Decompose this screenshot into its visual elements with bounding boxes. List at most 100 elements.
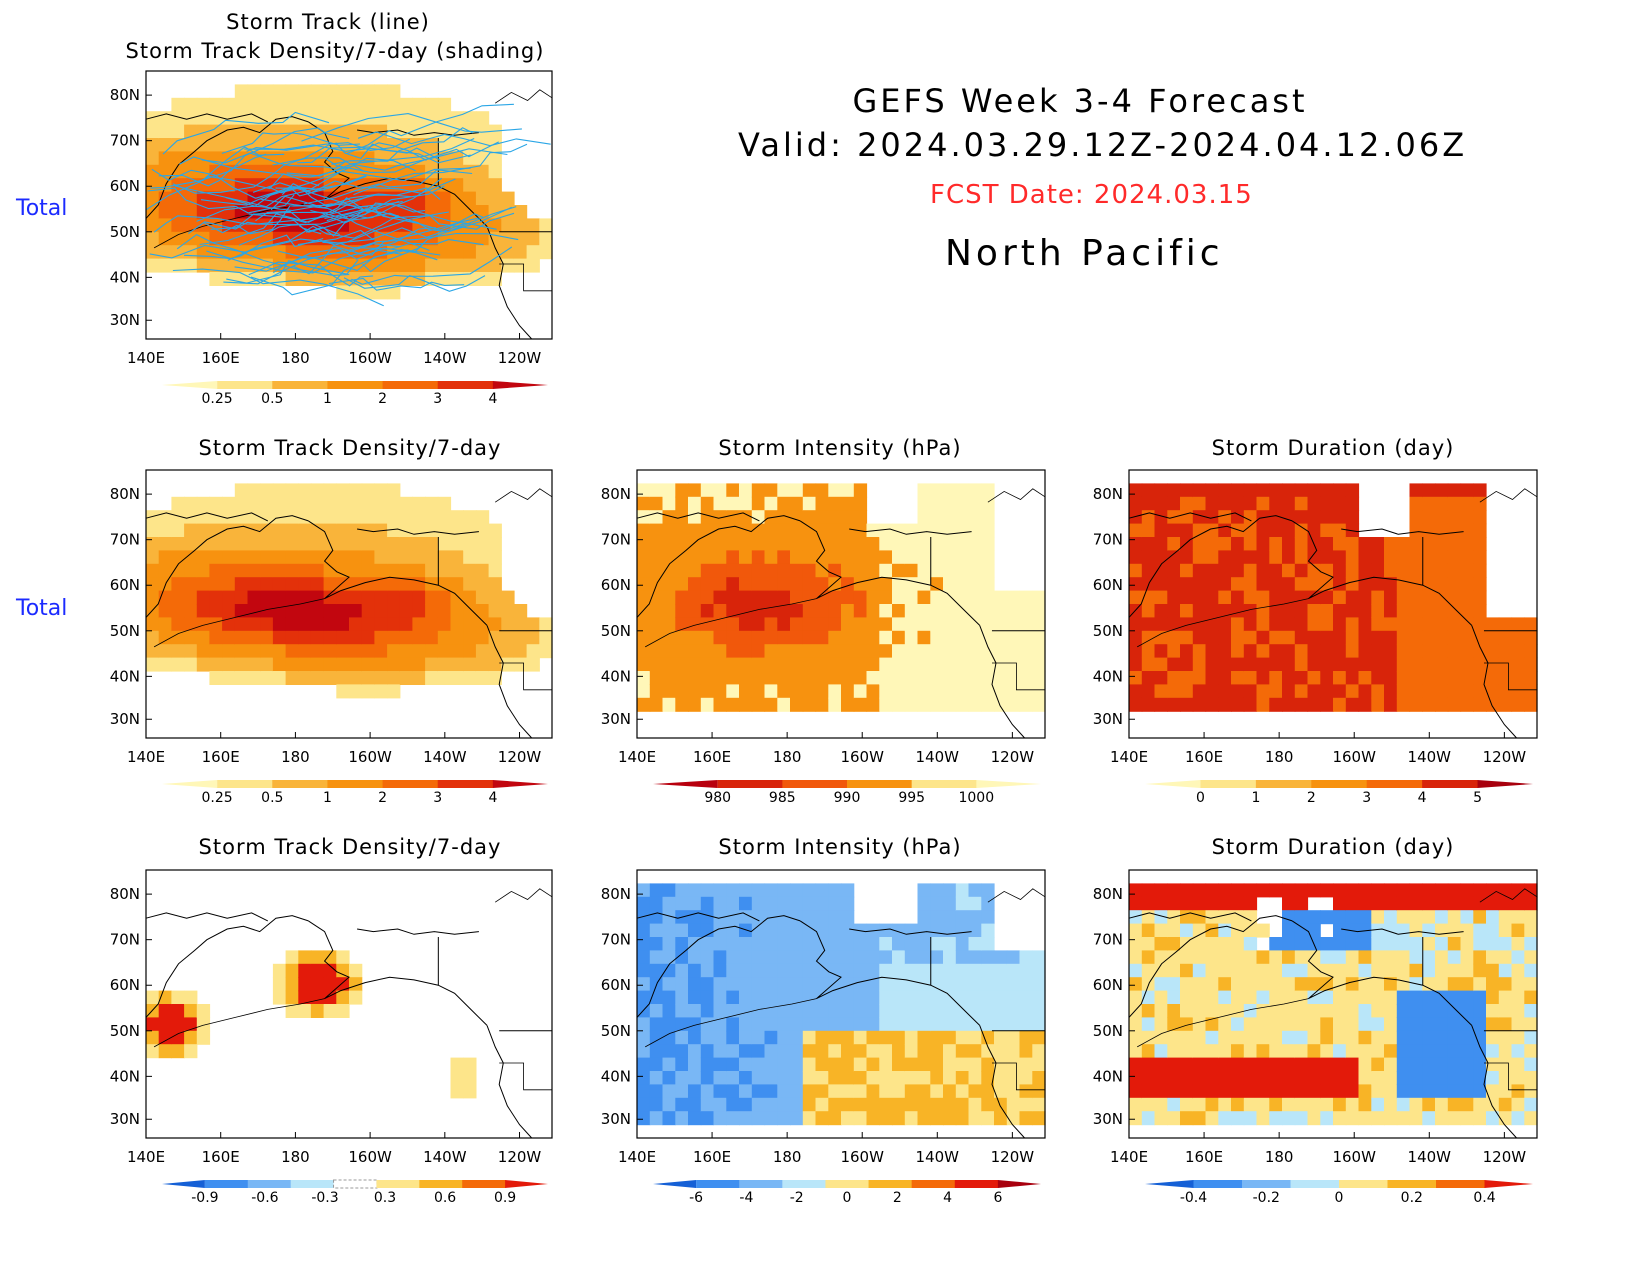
grid-cell <box>158 510 172 525</box>
grid-cell <box>751 537 766 551</box>
grid-cell <box>994 1097 1008 1112</box>
grid-cell <box>841 1004 855 1018</box>
grid-cell <box>1032 1004 1046 1018</box>
grid-cell <box>1282 537 1296 551</box>
grid-cell <box>209 523 223 538</box>
grid-cell <box>1180 523 1194 538</box>
colorbar-label: 0.5 <box>261 391 283 407</box>
lon-tick-label: 180 <box>773 1148 802 1166</box>
colorbar-segment <box>290 1180 335 1188</box>
grid-cell <box>802 537 817 551</box>
grid-cell <box>1231 590 1245 605</box>
grid-cell <box>146 218 160 233</box>
colorbar-segment <box>247 1180 292 1188</box>
grid-cell <box>1435 963 1449 978</box>
grid-cell <box>374 630 388 645</box>
grid-cell <box>930 1017 944 1032</box>
panel3-title: Storm Intensity (hPa) <box>718 436 962 460</box>
grid-cell <box>1345 963 1360 978</box>
grid-cell <box>374 657 388 672</box>
grid-cell <box>815 657 829 672</box>
grid-cell <box>853 1044 868 1059</box>
grid-cell <box>1486 1030 1500 1045</box>
grid-cell <box>726 950 740 965</box>
grid-cell <box>1511 883 1525 898</box>
grid-cell <box>1498 630 1513 645</box>
grid-cell <box>1167 1111 1181 1126</box>
grid-cell <box>802 963 817 978</box>
grid-cell <box>463 630 477 645</box>
grid-cell <box>777 883 791 898</box>
grid-cell <box>700 671 715 685</box>
grid-cell <box>930 1071 944 1085</box>
grid-cell <box>234 644 249 659</box>
storm-track-line <box>343 274 486 292</box>
grid-cell <box>1256 496 1270 511</box>
grid-cell <box>1409 617 1423 632</box>
grid-cell <box>539 231 553 246</box>
grid-cell <box>1384 630 1398 645</box>
grid-cell <box>1032 963 1046 978</box>
grid-cell <box>260 111 274 126</box>
grid-cell <box>1269 496 1283 511</box>
grid-cell <box>1333 896 1347 911</box>
grid-cell <box>777 937 791 951</box>
colorbar-end <box>505 1180 548 1188</box>
grid-cell <box>1205 910 1219 925</box>
grid-cell <box>751 510 766 525</box>
grid-cell <box>285 550 299 565</box>
grid-cell <box>1282 1084 1296 1099</box>
aleutian-islands <box>645 598 817 648</box>
grid-cell <box>1396 1044 1411 1059</box>
grid-cell <box>1192 977 1207 992</box>
grid-cell <box>981 563 995 578</box>
grid-cell <box>1384 590 1398 605</box>
grid-cell <box>1180 910 1194 925</box>
grid-cell <box>866 590 880 605</box>
grid-cell <box>904 630 919 645</box>
state-borders <box>992 1062 1045 1091</box>
grid-cell <box>450 258 464 273</box>
grid-cell <box>1511 990 1525 1005</box>
grid-cell <box>662 496 676 511</box>
grid-cell <box>387 590 401 605</box>
grid-cell <box>1269 977 1283 992</box>
grid-cell <box>879 1017 893 1032</box>
grid-cell <box>726 1004 740 1018</box>
grid-cell <box>1473 684 1487 699</box>
grid-cell <box>1473 630 1487 645</box>
grid-cell <box>853 604 868 618</box>
grid-cell <box>234 523 249 538</box>
grid-cell <box>777 550 791 565</box>
grid-cell <box>1320 950 1334 965</box>
grid-cell <box>1396 604 1411 618</box>
grid-cell <box>1422 937 1436 951</box>
grid-cell <box>955 1030 970 1045</box>
grid-cell <box>675 977 689 992</box>
grid-cell <box>688 697 702 712</box>
grid-cell <box>374 577 388 592</box>
grid-cell <box>463 523 477 538</box>
grid-cell <box>1447 950 1462 965</box>
grid-cell <box>1032 1044 1046 1059</box>
grid-cell <box>310 604 325 618</box>
grid-cell <box>412 97 426 112</box>
grid-cell <box>1384 684 1398 699</box>
grid-cell <box>488 523 502 538</box>
grid-cell <box>790 896 804 911</box>
grid-cell <box>412 258 426 273</box>
grid-cell <box>399 604 414 618</box>
map-panel-p2: 140E 160E 180 160W 140W 120W80N70N60N50N40N30… <box>110 469 553 806</box>
grid-cell <box>260 124 274 139</box>
grid-cell <box>1345 1097 1360 1112</box>
grid-cell <box>1422 563 1436 578</box>
grid-cell <box>526 630 540 645</box>
grid-cell <box>700 963 715 978</box>
grid-cell <box>802 577 817 592</box>
storm-track-line <box>199 197 365 246</box>
grid-cell <box>425 138 439 152</box>
grid-cell <box>450 1057 464 1072</box>
grid-cell <box>866 1017 880 1032</box>
grid-cell <box>234 537 249 551</box>
grid-cell <box>222 138 236 152</box>
